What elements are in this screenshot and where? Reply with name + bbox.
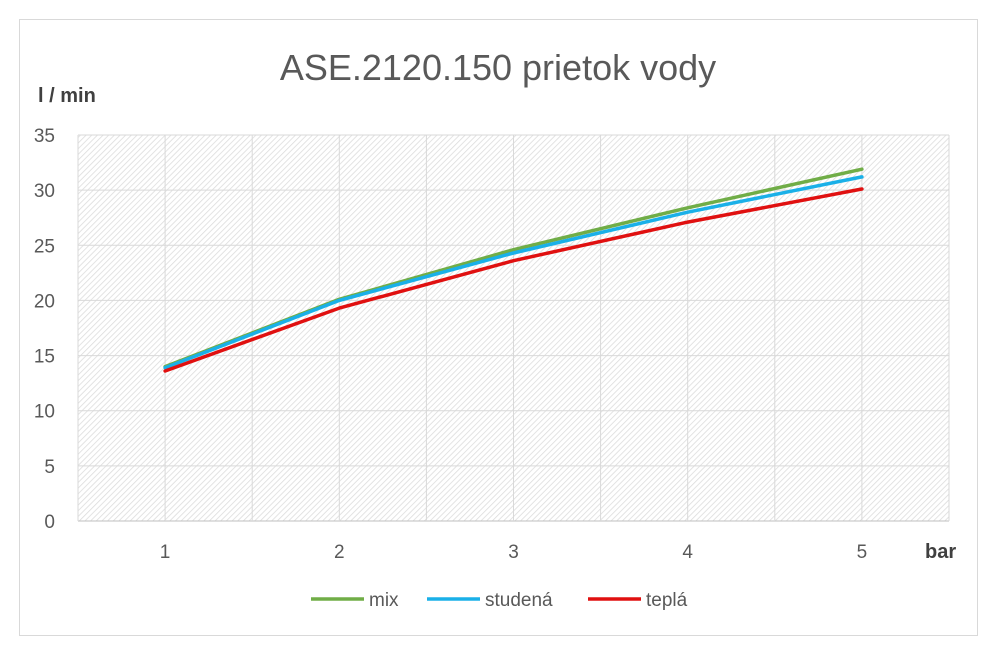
y-tick-label: 10 <box>34 402 55 423</box>
y-tick-label: 15 <box>34 347 55 368</box>
x-tick-label: 1 <box>160 542 171 563</box>
y-tick-label: 0 <box>44 512 55 533</box>
x-tick-label: 5 <box>857 542 868 563</box>
series-line-studená <box>163 175 864 370</box>
series-lines <box>163 167 864 373</box>
x-tick-label: 2 <box>334 542 345 563</box>
grid-lines <box>77 134 950 522</box>
y-tick-label: 30 <box>34 181 55 202</box>
x-axis-label: bar <box>925 541 956 563</box>
legend-label: teplá <box>646 590 688 611</box>
y-axis-label: l / min <box>38 85 96 107</box>
y-tick-label: 35 <box>34 126 55 147</box>
legend: mix studená teplá <box>311 590 688 611</box>
y-axis-ticks: 0 5 10 15 20 25 30 35 <box>34 126 55 533</box>
x-axis-ticks: 1 2 3 4 5 <box>160 542 867 563</box>
x-tick-label: 3 <box>508 542 519 563</box>
y-tick-label: 20 <box>34 291 55 312</box>
x-tick-label: 4 <box>682 542 693 563</box>
chart-title: ASE.2120.150 prietok vody <box>280 47 716 88</box>
y-tick-label: 25 <box>34 236 55 257</box>
legend-label: studená <box>485 590 553 611</box>
y-tick-label: 5 <box>44 457 55 478</box>
series-line-teplá <box>163 187 864 373</box>
legend-label: mix <box>369 590 399 611</box>
